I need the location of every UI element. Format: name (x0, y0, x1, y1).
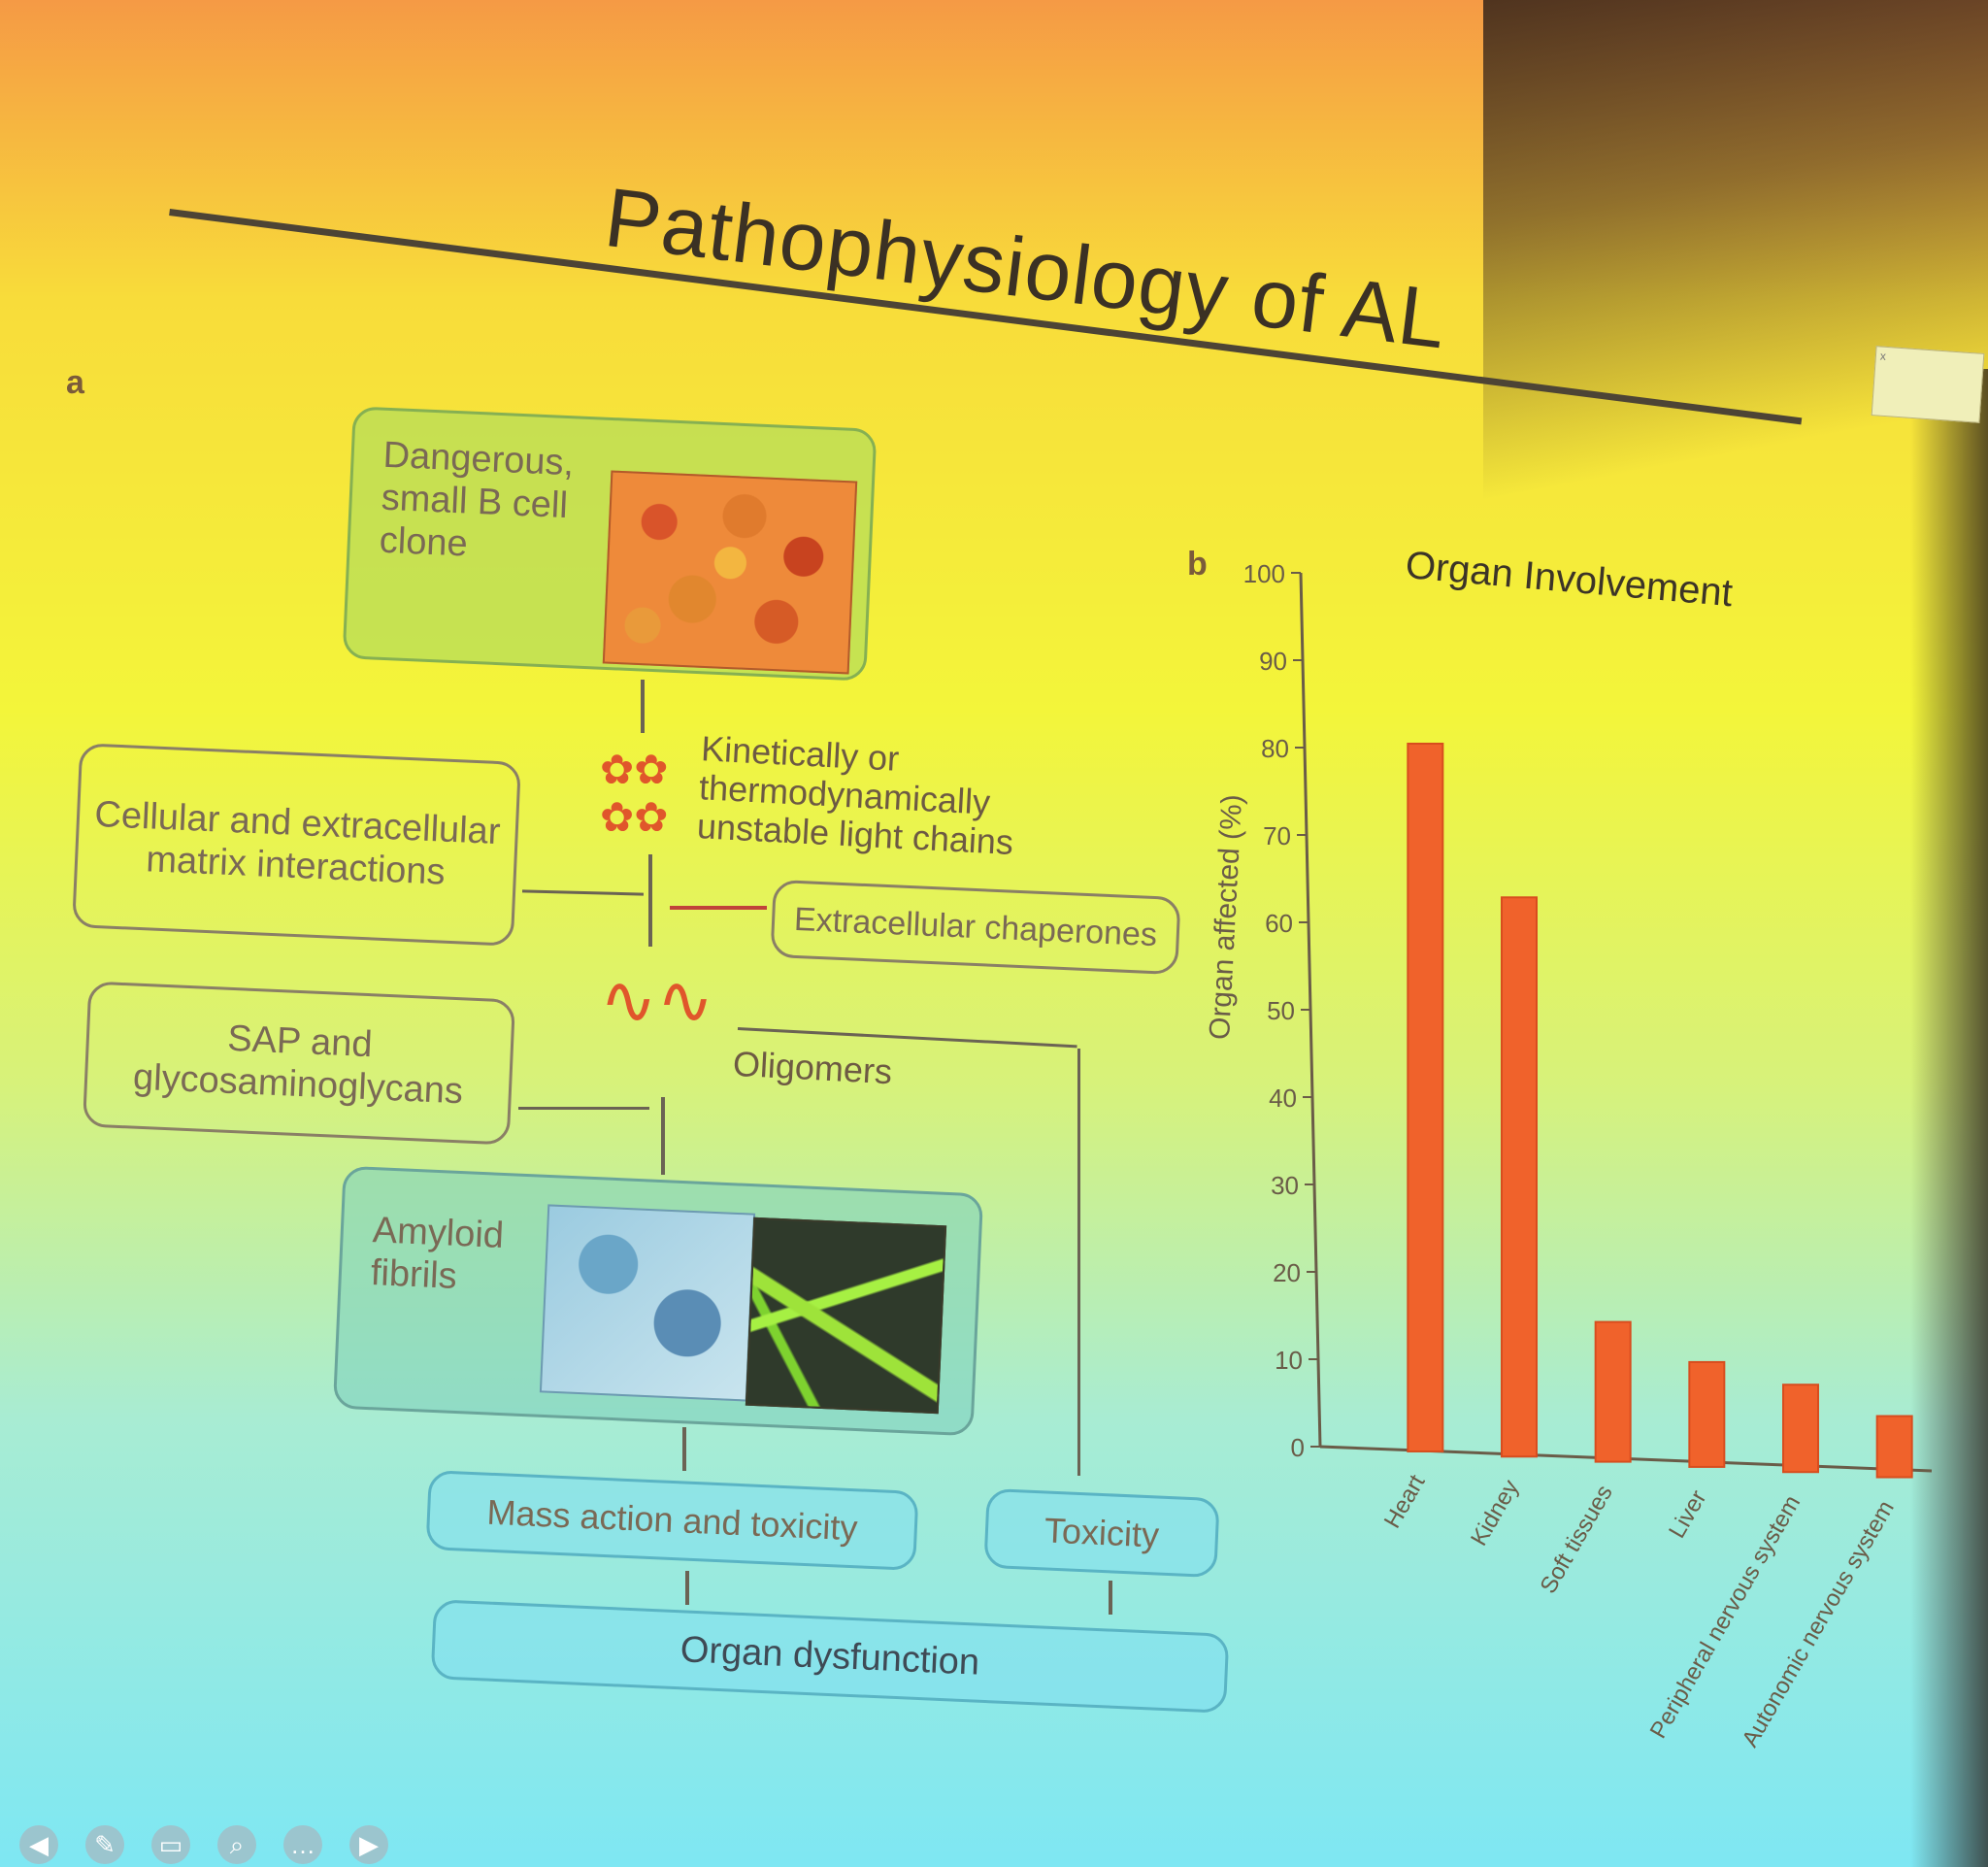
presenter-toolbar: ◀ ✎ ▭ ⌕ … ▶ (19, 1825, 388, 1864)
bar (1501, 896, 1538, 1458)
x-tick-label: Heart (1379, 1470, 1431, 1533)
arrow-mass-down (685, 1571, 689, 1605)
bar (1875, 1415, 1913, 1479)
x-tick-label: Soft tissues (1535, 1481, 1617, 1598)
y-tick-label: 10 (1275, 1346, 1303, 1375)
captions-icon[interactable]: ▭ (151, 1825, 190, 1864)
arrow-oligomers-toxicity (1077, 1049, 1080, 1476)
zoom-icon[interactable]: ⌕ (217, 1825, 256, 1864)
y-tick-label: 80 (1261, 734, 1289, 763)
corner-window[interactable]: x (1871, 346, 1985, 423)
y-tick-label: 100 (1243, 559, 1285, 588)
y-tick-label: 90 (1259, 647, 1287, 676)
arrow-to-fibrils (661, 1097, 665, 1175)
y-tick-label: 0 (1291, 1433, 1305, 1462)
arrow-fibrils-down (682, 1427, 686, 1471)
y-tick-label: 40 (1269, 1084, 1297, 1113)
bar (1782, 1384, 1819, 1474)
y-tick-label: 60 (1265, 909, 1293, 938)
pen-icon[interactable]: ✎ (85, 1825, 124, 1864)
oligomers-icon: ∿∿ (600, 962, 714, 1038)
bar (1407, 742, 1444, 1452)
light-chain-icon: ✿✿ ✿✿ (600, 747, 669, 840)
arrow-toxicity-down (1109, 1581, 1112, 1615)
arrow-clone-down (641, 680, 645, 733)
y-tick-label: 70 (1263, 821, 1291, 850)
x-tick-label: Kidney (1466, 1476, 1524, 1550)
bar (1594, 1320, 1632, 1463)
more-icon[interactable]: … (283, 1825, 322, 1864)
y-tick-label: 30 (1271, 1171, 1299, 1200)
back-icon[interactable]: ◀ (19, 1825, 58, 1864)
y-tick-label: 50 (1267, 996, 1295, 1025)
close-icon[interactable]: x (1879, 349, 1887, 363)
forward-icon[interactable]: ▶ (349, 1825, 388, 1864)
panel-b-label: b (1187, 546, 1208, 583)
bar (1688, 1360, 1726, 1468)
background-edge (1910, 369, 1988, 1867)
panel-a-label: a (66, 364, 84, 401)
x-tick-label: Liver (1664, 1485, 1711, 1543)
arrow-chains-down (648, 854, 652, 947)
arrow-sap (518, 1107, 649, 1110)
y-tick-label: 20 (1273, 1258, 1301, 1287)
inhibition-line (670, 906, 767, 910)
